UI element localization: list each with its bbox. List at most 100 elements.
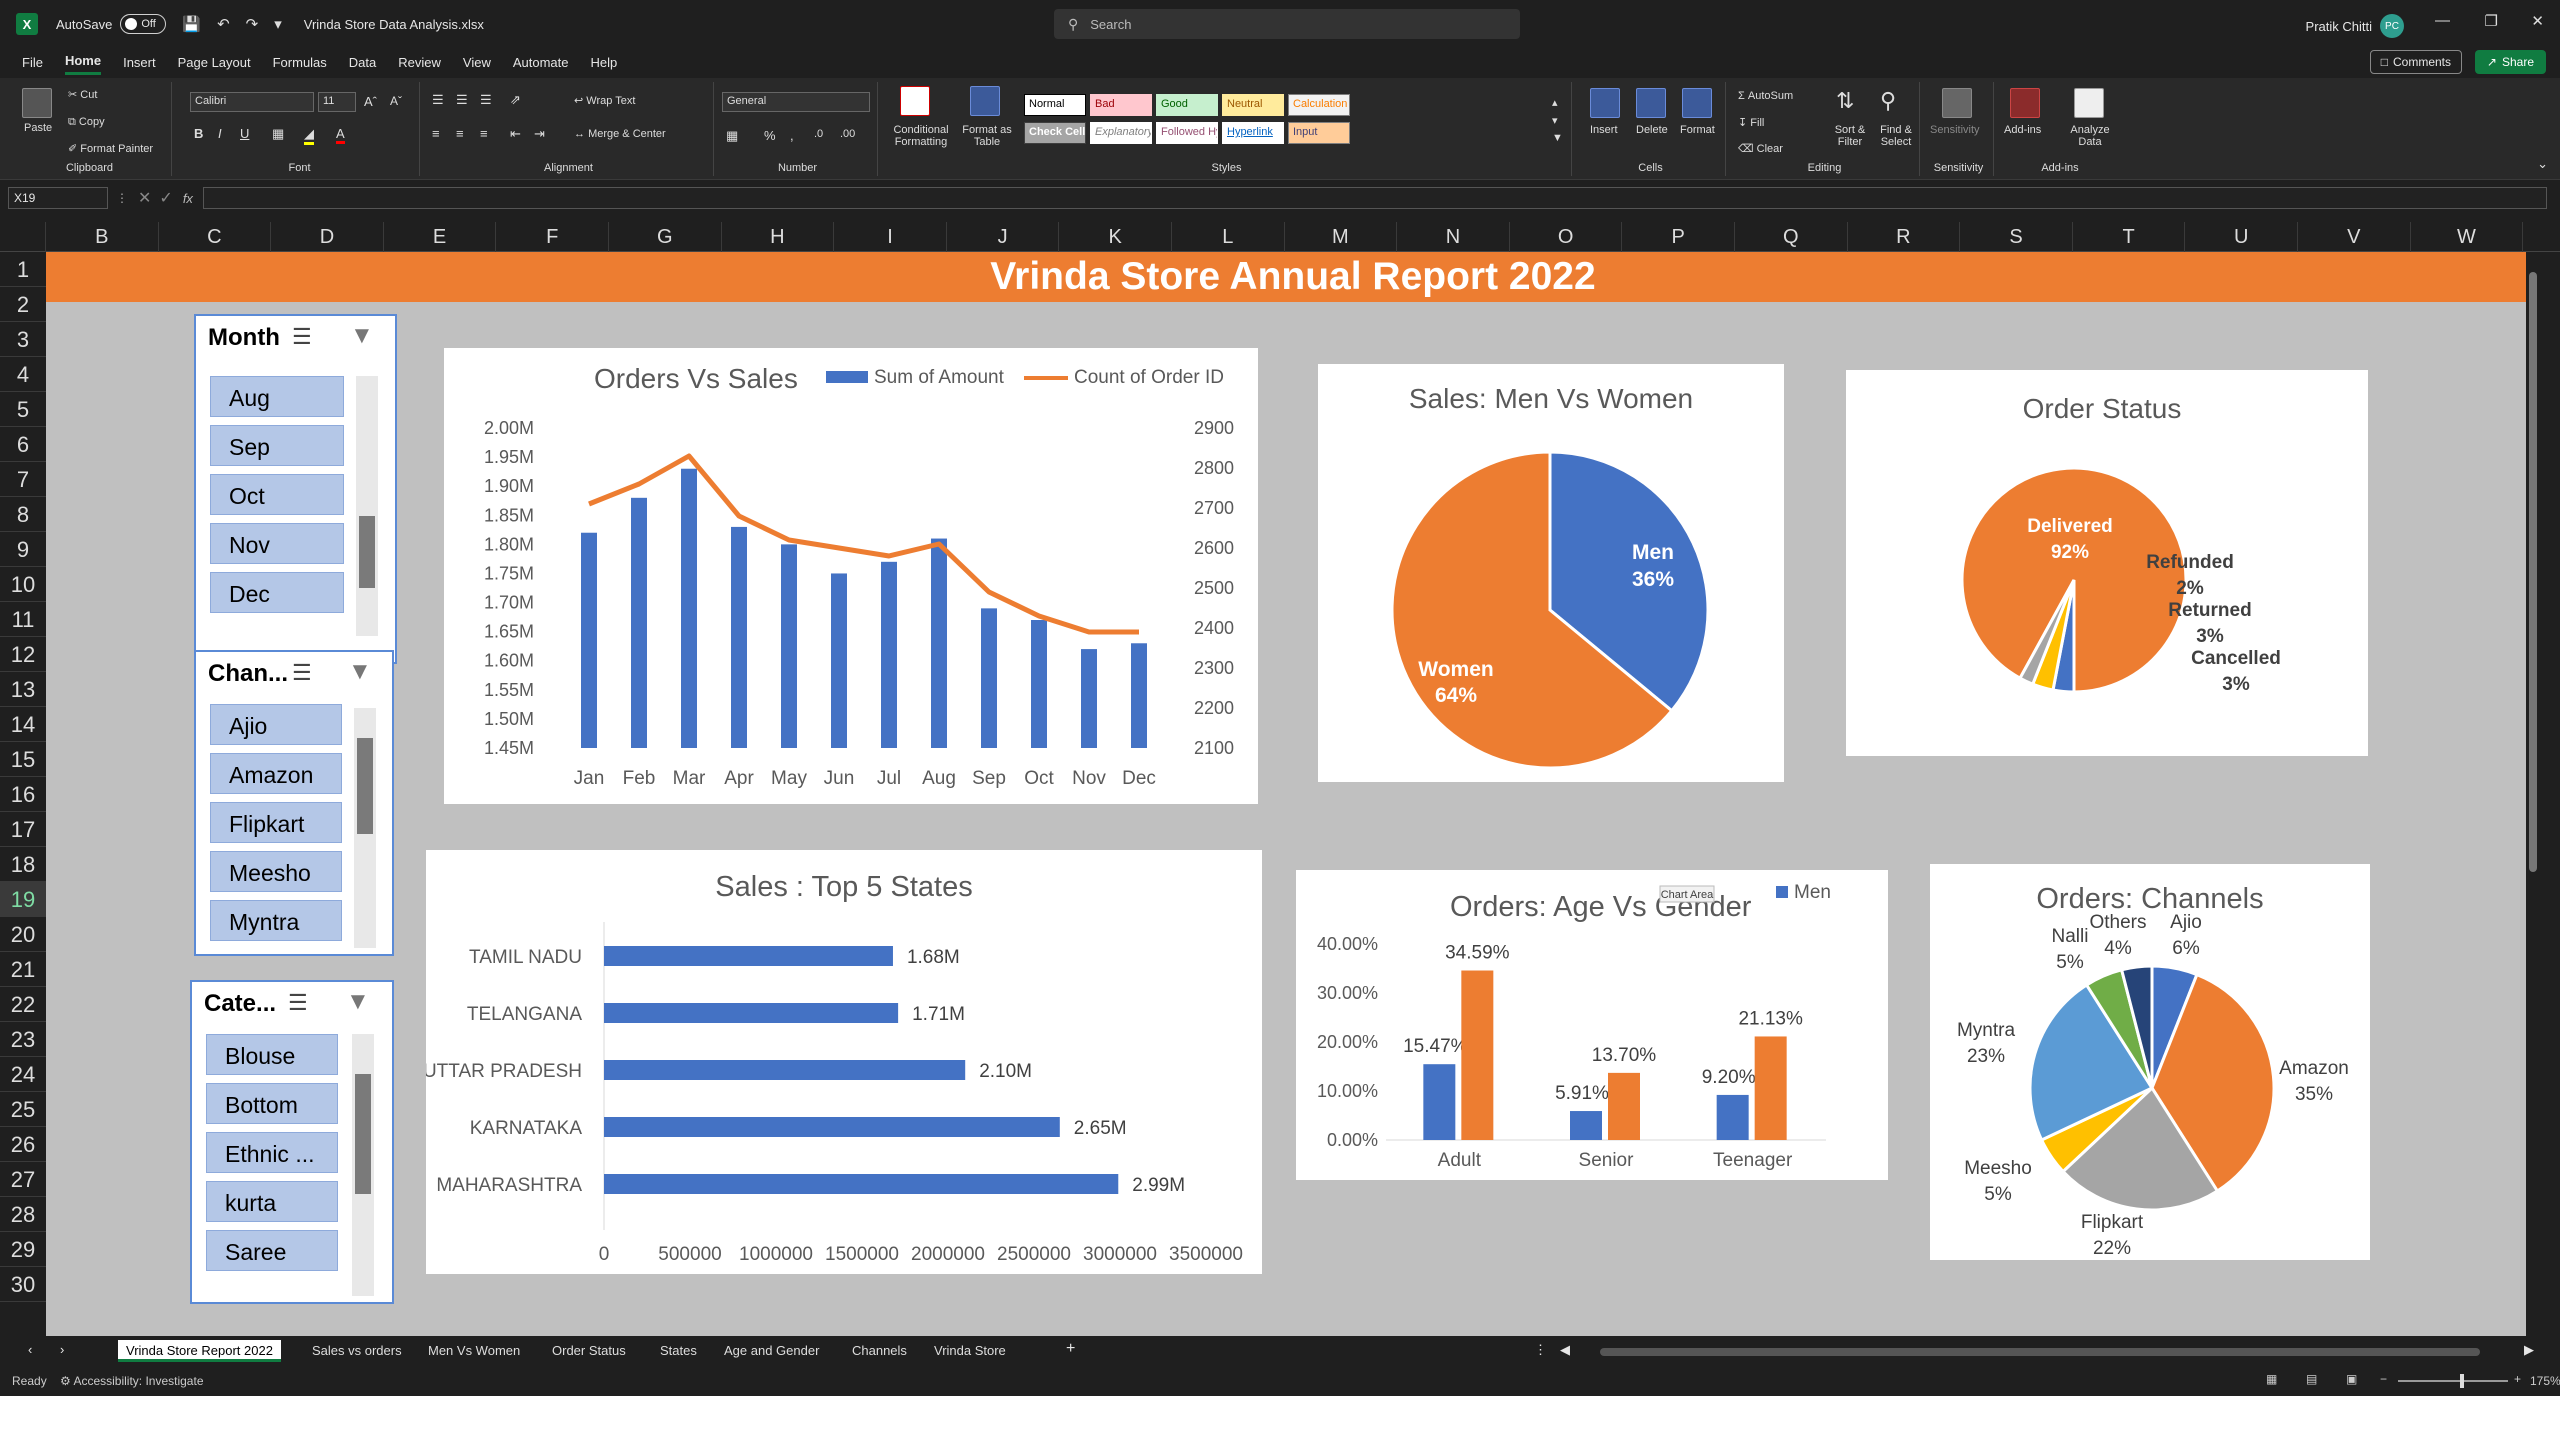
paste-icon[interactable] [22,88,52,118]
column-header-p[interactable]: P [1622,222,1735,252]
zoom-slider-thumb[interactable] [2460,1374,2464,1388]
comments-button[interactable]: □ Comments [2369,50,2462,74]
close-icon[interactable]: ✕ [2531,13,2544,30]
order-status-chart[interactable]: Order Status Delivered 92% Refunded 2% Return… [1846,370,2368,756]
bar-adult-series-2[interactable] [1461,970,1494,1140]
month-slicer-item-sep[interactable]: Sep [210,425,344,466]
channel-slicer-item-ajio[interactable]: Ajio [210,704,342,745]
copy-button[interactable]: ⧉ Copy [68,116,105,129]
file-name[interactable]: Vrinda Store Data Analysis.xlsx [303,16,484,32]
add-sheet-icon[interactable]: + [1066,1340,1076,1357]
tabs-more-icon[interactable]: ⋮ [1534,1342,1547,1357]
row-header-20[interactable]: 20 [0,917,46,952]
addins-icon[interactable] [2010,88,2040,118]
format-as-table-icon[interactable] [970,86,1000,116]
page-break-view-icon[interactable]: ▣ [2346,1372,2358,1386]
redo-icon[interactable]: ↷ [245,16,259,33]
category-slicer-item-blouse[interactable]: Blouse [206,1034,338,1075]
row-header-11[interactable]: 11 [0,602,46,637]
row-header-7[interactable]: 7 [0,462,46,497]
styles-more-icon[interactable]: ▼ [1552,132,1563,144]
bar-senior-series-2[interactable] [1608,1072,1640,1140]
column-header-l[interactable]: L [1172,222,1285,252]
multi-select-icon[interactable]: ☰ [288,990,308,1015]
cell-style-explanatory[interactable]: Explanatory ... [1090,122,1152,144]
align-left-icon[interactable]: ≡ [432,126,440,141]
row-header-18[interactable]: 18 [0,847,46,882]
column-header-e[interactable]: E [384,222,497,252]
column-header-w[interactable]: W [2411,222,2524,252]
category-slicer-item-kurta[interactable]: kurta [206,1181,338,1222]
clear-button[interactable]: ⌫ Clear [1738,142,1783,155]
font-size-select[interactable]: 11 [318,92,356,112]
addins-button[interactable]: Add-ins [2004,124,2042,136]
month-slicer-item-oct[interactable]: Oct [210,474,344,515]
collapse-ribbon-icon[interactable]: ⌄ [2537,156,2548,171]
format-painter-button[interactable]: ✐ Format Painter [68,142,153,155]
row-header-17[interactable]: 17 [0,812,46,847]
cut-button[interactable]: ✂ Cut [68,88,97,101]
row-header-12[interactable]: 12 [0,637,46,672]
insert-function-icon[interactable]: fx [182,190,193,206]
orders-vs-sales-chart[interactable]: Orders Vs Sales Sum of Amount Count of Ord… [444,348,1258,804]
formula-input[interactable] [202,187,2547,209]
age-vs-gender-chart[interactable]: Orders: Age Vs Gender Chart Area Men 40.00%… [1296,870,1888,1180]
column-header-n[interactable]: N [1397,222,1510,252]
column-header-t[interactable]: T [2073,222,2186,252]
bar-karnataka[interactable] [604,1117,1060,1137]
format-as-table-button[interactable]: Format as Table [962,124,1012,148]
row-header-16[interactable]: 16 [0,777,46,812]
month-slicer-scrollbar[interactable] [356,376,378,636]
row-header-24[interactable]: 24 [0,1057,46,1092]
bar-aug[interactable] [931,538,947,748]
row-header-21[interactable]: 21 [0,952,46,987]
channel-slice-myntra[interactable] [2028,982,2155,1142]
delete-button[interactable]: Delete [1636,124,1668,136]
column-header-r[interactable]: R [1848,222,1961,252]
sheet-tab-sales-vs-orders[interactable]: Sales vs orders [312,1343,402,1358]
font-color-icon[interactable]: A [336,126,345,144]
autosum-button[interactable]: Σ AutoSum [1738,90,1793,102]
cell-style-good[interactable]: Good [1156,94,1218,116]
menu-automate[interactable]: Automate [512,54,569,70]
delete-cells-icon[interactable] [1636,88,1666,118]
row-header-4[interactable]: 4 [0,357,46,392]
month-slicer[interactable]: Month ☰ ▼ Aug Sep Oct Nov Dec [194,314,397,664]
row-header-6[interactable]: 6 [0,427,46,462]
row-header-2[interactable]: 2 [0,287,46,322]
row-header-1[interactable]: 1 [0,252,46,287]
cancel-formula-icon[interactable]: ✕ [138,190,152,207]
percent-icon[interactable]: % [764,128,776,143]
decrease-font-icon[interactable]: Aˇ [390,94,402,108]
channel-slicer-scrollbar[interactable] [354,708,376,948]
sheet-tab-vrinda-store[interactable]: Vrinda Store [934,1343,1006,1358]
merge-center-button[interactable]: ↔ Merge & Center [574,128,666,140]
clear-filter-icon[interactable]: ▼ [348,658,372,685]
row-header-10[interactable]: 10 [0,567,46,602]
bar-maharashtra[interactable] [604,1174,1119,1194]
orientation-icon[interactable]: ⇗ [510,92,521,107]
row-header-27[interactable]: 27 [0,1162,46,1197]
men-vs-women-chart[interactable]: Sales: Men Vs Women Men 36% Women 64% [1318,364,1784,782]
format-button[interactable]: Format [1680,124,1715,136]
conditional-formatting-button[interactable]: Conditional Formatting [893,124,949,148]
sort-filter-button[interactable]: Sort & Filter [1834,124,1866,148]
channel-slicer[interactable]: Chan... ☰ ▼ Ajio Amazon Flipkart Meesho Mynt… [194,650,394,956]
column-header-v[interactable]: V [2298,222,2411,252]
align-center-icon[interactable]: ≡ [456,126,464,141]
top-states-chart[interactable]: Sales : Top 5 States TAMIL NADU 1.68M TELAN… [426,850,1262,1274]
category-slicer-item-bottom[interactable]: Bottom [206,1083,338,1124]
cell-style-check-cell[interactable]: Check Cell [1024,122,1086,144]
row-header-3[interactable]: 3 [0,322,46,357]
bar-may[interactable] [781,544,797,748]
bar-jan[interactable] [581,532,597,748]
number-format-select[interactable]: General [722,92,870,112]
bar-teenager-men[interactable] [1716,1094,1749,1140]
channels-chart[interactable]: Orders: Channels Ajio 6% Amazon 35% Flipkart 2… [1930,864,2370,1260]
increase-font-icon[interactable]: Aˆ [364,94,377,109]
scroll-thumb[interactable] [359,516,375,588]
category-slicer-item-saree[interactable]: Saree [206,1230,338,1271]
column-header-f[interactable]: F [496,222,609,252]
insert-button[interactable]: Insert [1590,124,1618,136]
bar-teenager-series-2[interactable] [1754,1036,1787,1140]
